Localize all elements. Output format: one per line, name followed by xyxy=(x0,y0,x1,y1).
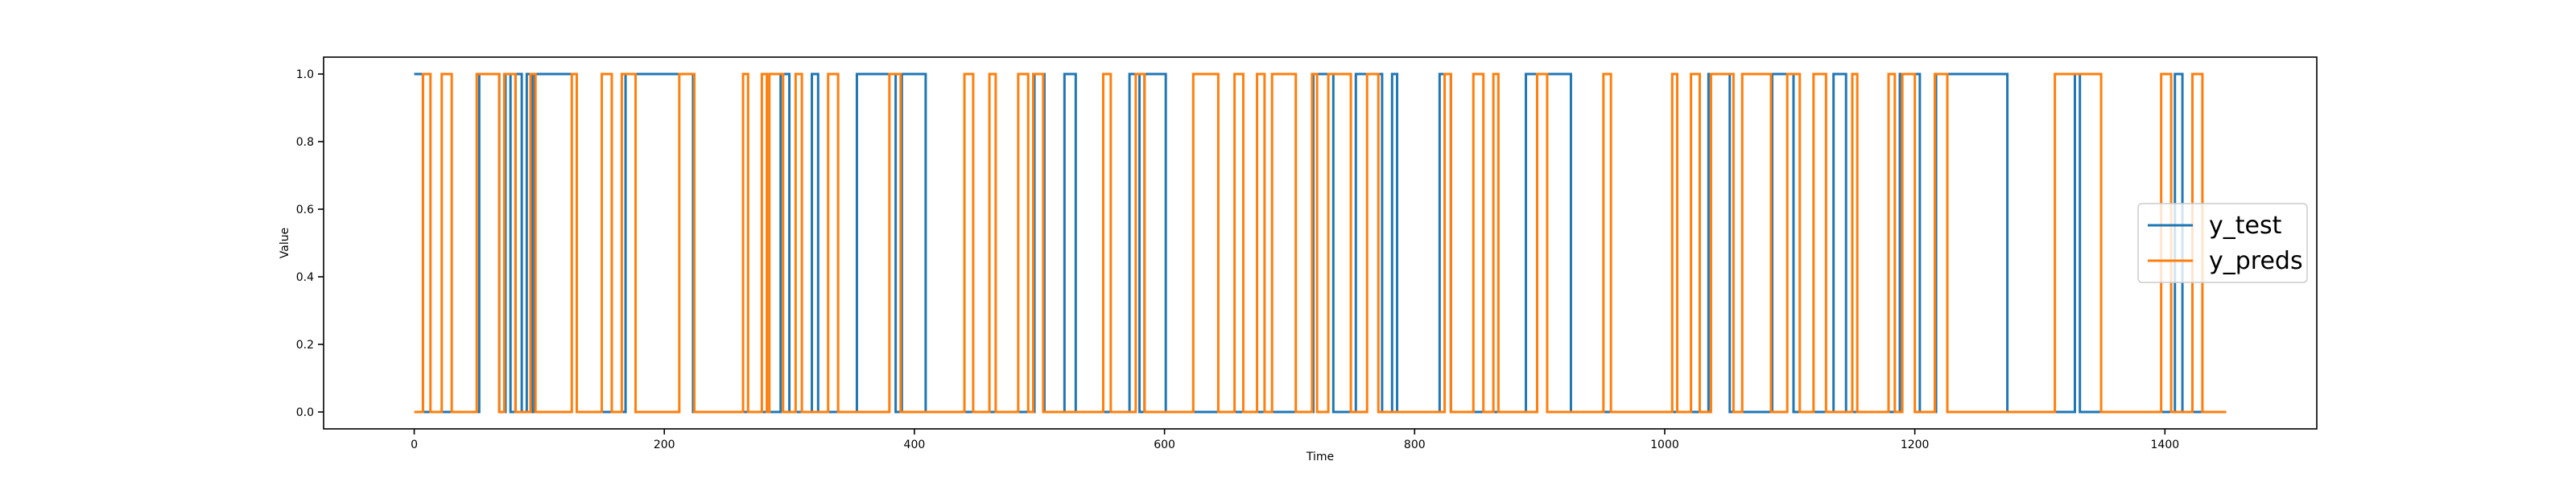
legend-box xyxy=(2137,203,2308,283)
plot-frame xyxy=(323,56,2318,430)
x-axis-label: Time xyxy=(1306,451,1334,463)
y-tick-label: 0.0 xyxy=(296,406,314,419)
x-tick-label: 400 xyxy=(904,439,926,451)
y-tick-label: 0.8 xyxy=(296,136,314,149)
y-tick-label: 0.6 xyxy=(296,204,314,216)
x-tick-label: 0 xyxy=(411,439,418,451)
series-line xyxy=(414,72,2227,414)
x-tick-label: 1400 xyxy=(2151,439,2180,451)
series-line xyxy=(414,72,2227,414)
y-tick-label: 1.0 xyxy=(296,68,314,81)
x-tick-label: 1200 xyxy=(1901,439,1930,451)
legend: y_test y_preds xyxy=(2137,203,2308,283)
y-tick-label: 0.4 xyxy=(296,271,314,284)
x-tick-label: 200 xyxy=(654,439,675,451)
legend-label: y_preds xyxy=(2209,247,2303,275)
x-tick-label: 600 xyxy=(1154,439,1175,451)
legend-label: y_test xyxy=(2209,212,2282,240)
y-axis-label: Value xyxy=(279,228,291,258)
x-tick-label: 800 xyxy=(1404,439,1426,451)
y-tick-label: 0.2 xyxy=(296,339,314,352)
x-tick-label: 1000 xyxy=(1650,439,1679,451)
